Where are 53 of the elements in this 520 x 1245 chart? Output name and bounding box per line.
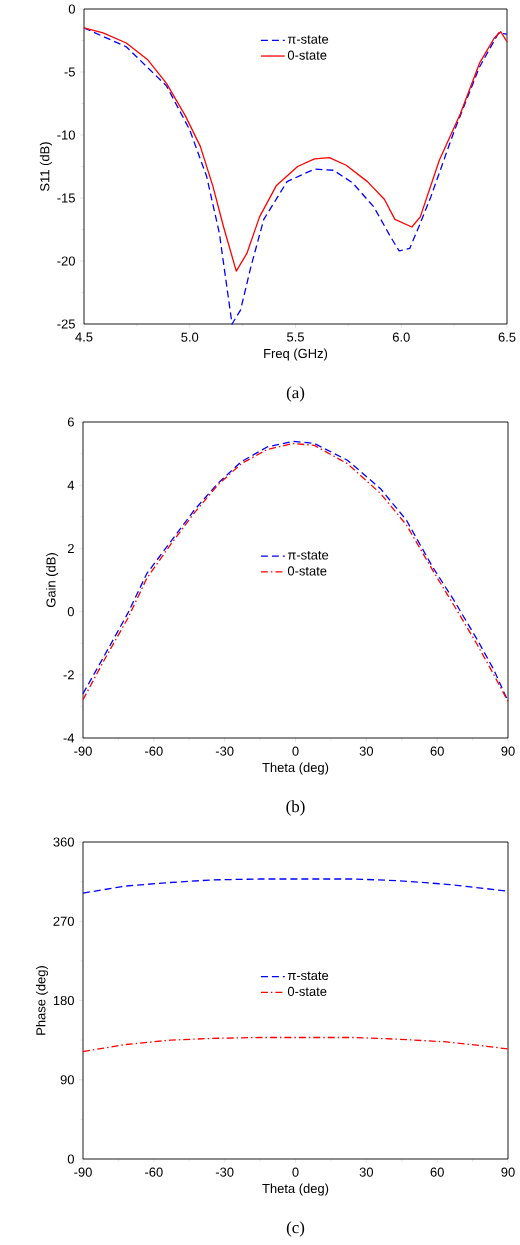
- y-tick-label: 2: [67, 543, 74, 553]
- x-tick-label: 60: [430, 746, 444, 756]
- x-tick-label: -90: [74, 746, 92, 756]
- y-axis-title: S11 (dB): [39, 142, 52, 191]
- x-tick-label: 4.5: [75, 332, 93, 342]
- y-tick-label: -10: [57, 130, 75, 140]
- x-axis-title: Theta (deg): [262, 1183, 329, 1196]
- y-tick-label: 6: [67, 417, 74, 427]
- text: (b): [286, 800, 305, 816]
- x-tick-label: 0: [292, 1167, 299, 1177]
- line-series: [83, 27, 508, 272]
- x-tick-label: 5.0: [181, 332, 199, 342]
- y-axis-title: Gain (dB): [46, 553, 59, 608]
- text: (c): [286, 1221, 305, 1237]
- x-tick-label: 60: [430, 1167, 444, 1177]
- x-tick-label: -30: [215, 746, 234, 756]
- y-tick-label: 180: [53, 995, 74, 1006]
- y-tick-label: 0: [68, 4, 75, 14]
- legend-label: 0-state: [287, 986, 327, 996]
- y-tick-label: -20: [57, 256, 75, 266]
- line-series: [83, 27, 508, 325]
- y-tick-label: -15: [57, 193, 75, 203]
- y-axis-title: Phase (deg): [35, 966, 49, 1035]
- x-tick-label: -60: [145, 746, 163, 756]
- x-tick-label: 6.5: [498, 332, 516, 342]
- x-tick-label: -30: [215, 1167, 234, 1177]
- y-tick-label: -5: [64, 67, 75, 77]
- y-tick-label: 90: [60, 1075, 74, 1085]
- y-tick-label: -4: [63, 733, 75, 743]
- y-tick-label: 270: [53, 916, 74, 926]
- y-tick-label: -2: [63, 670, 74, 680]
- x-tick-label: -60: [145, 1167, 163, 1177]
- legend-label: π-state: [287, 35, 329, 44]
- x-tick-label: 90: [501, 1167, 515, 1177]
- legend-label: π-state: [287, 551, 329, 560]
- y-tick-label: 0: [67, 607, 74, 617]
- x-tick-label: 5.5: [287, 332, 304, 342]
- y-tick-label: 360: [53, 837, 74, 847]
- x-tick-label: -90: [74, 1167, 92, 1177]
- legend-label: 0-state: [287, 50, 327, 60]
- y-tick-label: 4: [67, 480, 75, 490]
- x-tick-label: 6.0: [392, 332, 410, 342]
- y-tick-label: -25: [57, 319, 75, 329]
- x-tick-label: 30: [359, 1167, 374, 1177]
- legend-label: 0-state: [287, 566, 327, 576]
- x-tick-label: 90: [501, 746, 515, 756]
- x-tick-label: 0: [292, 746, 299, 756]
- x-tick-label: 30: [359, 746, 374, 756]
- y-tick-label: 0: [67, 1154, 74, 1164]
- legend-label: π-state: [287, 971, 329, 981]
- x-axis-title: Theta (deg): [262, 762, 329, 775]
- x-axis-title: Freq (GHz): [264, 348, 328, 361]
- text: (a): [286, 386, 305, 402]
